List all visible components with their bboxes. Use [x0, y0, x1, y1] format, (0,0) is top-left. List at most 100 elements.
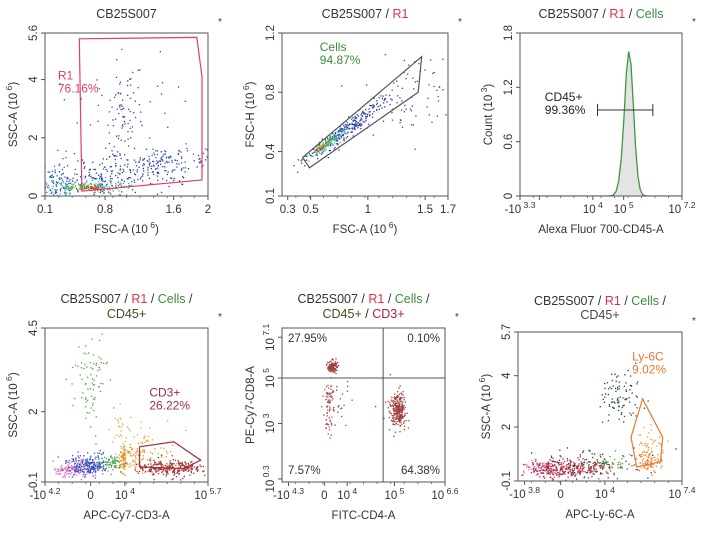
event-dot [178, 470, 180, 472]
event-dot [117, 92, 120, 94]
event-dot [62, 158, 64, 160]
event-dot [584, 459, 586, 461]
event-dot [96, 468, 99, 470]
event-dot [145, 465, 147, 467]
event-dot [575, 473, 577, 475]
event-dot [149, 427, 151, 429]
event-dot [57, 456, 59, 458]
event-dot [135, 456, 137, 458]
event-dot [128, 108, 130, 111]
gate-cells[interactable] [301, 55, 423, 169]
event-dot [357, 125, 359, 127]
event-dot [537, 469, 539, 471]
event-dot [61, 179, 63, 181]
event-dot [98, 339, 101, 341]
event-dot [588, 469, 590, 471]
event-dot [315, 154, 317, 156]
event-dot [25, 181, 26, 182]
x-tick-label-sup: 7.2 [681, 200, 696, 210]
x-tick-label-base: 0 [557, 489, 563, 501]
event-dot [68, 180, 70, 182]
event-dot [583, 476, 586, 478]
event-dot [332, 138, 334, 140]
y-tick-label-base: 10 [265, 375, 277, 388]
event-dot [78, 457, 80, 459]
event-dot [655, 458, 657, 461]
x-tick-label: 10 5.7 [194, 486, 221, 502]
event-dot [59, 163, 61, 165]
event-dot [394, 414, 396, 416]
event-dot [137, 178, 139, 181]
event-dot [548, 468, 550, 470]
event-dot [76, 466, 78, 468]
event-dot [579, 473, 581, 475]
event-dot [80, 460, 82, 463]
event-dot [75, 466, 77, 468]
event-dot [64, 472, 66, 474]
event-dot [328, 423, 330, 426]
event-dot [186, 147, 188, 150]
event-dot [650, 458, 652, 460]
gate-ly-6c[interactable] [630, 397, 664, 468]
event-dot [169, 469, 171, 471]
event-dot [94, 188, 96, 190]
event-dot [325, 142, 327, 144]
event-dot [312, 155, 314, 158]
event-dot [397, 396, 399, 399]
event-dot [71, 471, 73, 474]
event-dot [543, 476, 545, 478]
event-dot [401, 400, 403, 402]
gate-percent: 9.02% [632, 362, 666, 376]
event-dot [592, 462, 594, 464]
event-dot [403, 422, 405, 424]
event-dot [589, 450, 591, 452]
event-dot [319, 146, 321, 148]
event-dot [408, 420, 410, 422]
event-dot [91, 465, 93, 468]
gate-cd3+[interactable] [138, 441, 202, 470]
event-dot [114, 459, 116, 461]
gate-name: CD45+ [545, 90, 583, 104]
event-dot [621, 458, 623, 460]
event-dot [90, 185, 92, 188]
event-dot [411, 105, 413, 107]
event-dot [650, 466, 652, 468]
event-dot [65, 187, 67, 189]
event-dot [357, 115, 360, 117]
event-dot [82, 392, 84, 394]
event-dot [542, 472, 545, 474]
event-dot [141, 459, 143, 461]
event-dot [173, 472, 176, 474]
event-dot [607, 461, 609, 463]
event-dot [545, 464, 548, 466]
event-dot [327, 139, 329, 141]
gate-r1[interactable] [78, 36, 203, 192]
event-dot [139, 69, 141, 71]
event-dot [200, 161, 202, 163]
event-dot [93, 193, 95, 196]
event-dot [328, 142, 330, 144]
y-axis-label-sup: 6 [4, 85, 14, 92]
x-tick-label-base: 0.1 [37, 204, 53, 216]
event-dot [64, 183, 67, 185]
event-dot [118, 461, 120, 464]
event-dot [121, 456, 123, 458]
event-dot [125, 437, 127, 439]
panel-title: CD45+ / CD3+ [323, 307, 405, 321]
event-dot [120, 92, 122, 95]
event-dot [96, 79, 98, 81]
event-dot [553, 465, 555, 467]
event-dot [78, 469, 80, 471]
event-dot [71, 187, 74, 189]
event-dot [103, 468, 105, 470]
event-dot [391, 111, 393, 114]
event-dot [147, 463, 150, 465]
event-dot [65, 186, 68, 188]
event-dot [143, 170, 145, 172]
event-dot [155, 468, 157, 470]
event-dot [109, 192, 111, 194]
x-tick-label-sup: 4 [608, 485, 615, 495]
event-dot [105, 147, 107, 149]
event-dot [90, 467, 92, 469]
event-dot [72, 404, 74, 407]
